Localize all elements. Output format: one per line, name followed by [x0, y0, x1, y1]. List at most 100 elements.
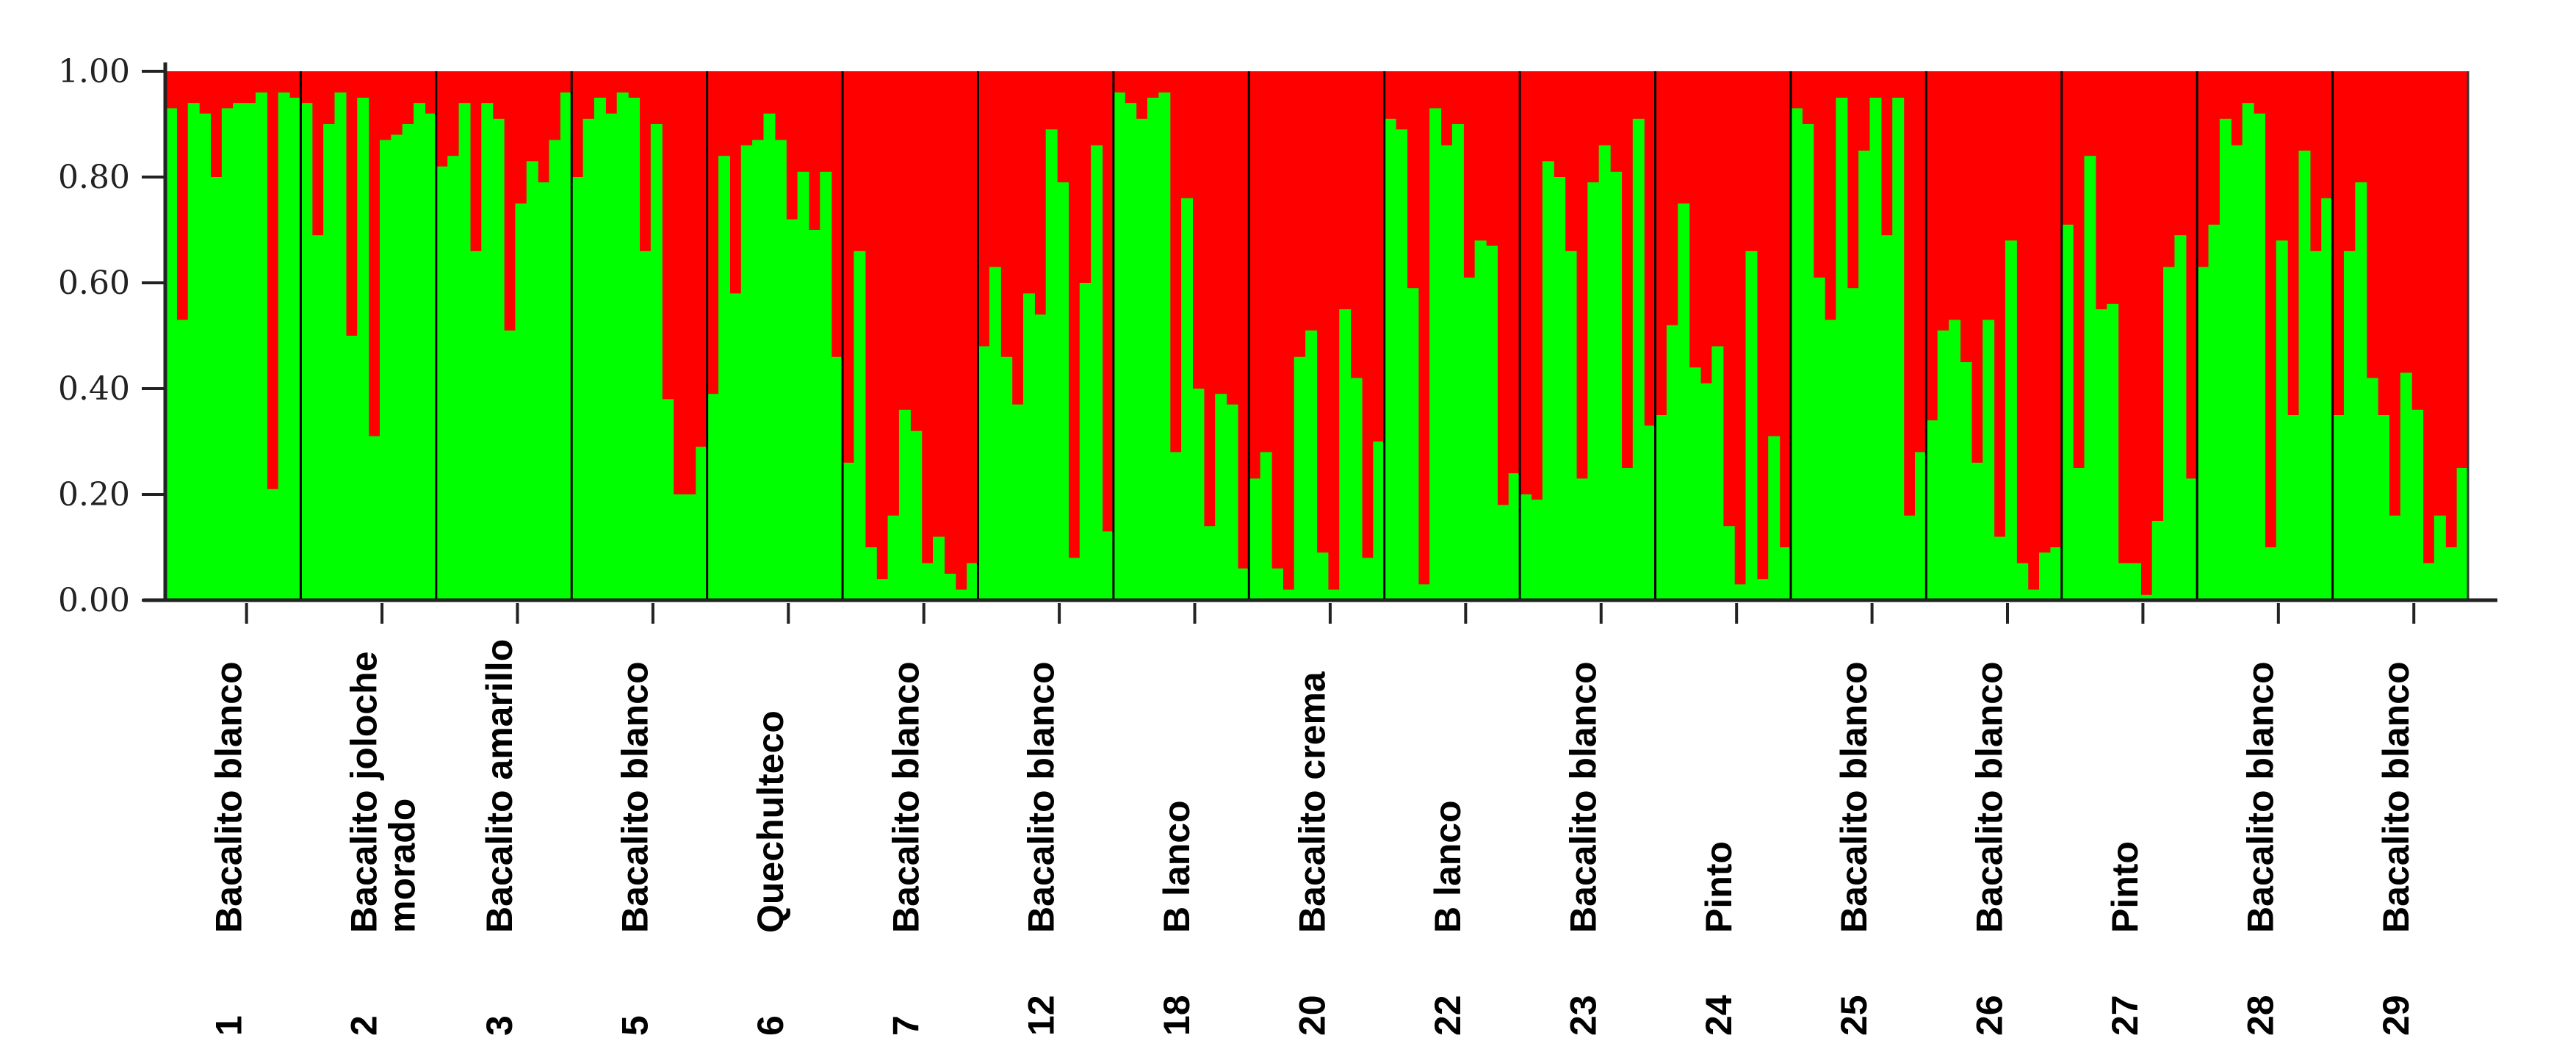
bar-cluster1	[1587, 182, 1600, 600]
bar-cluster1	[1271, 568, 1283, 600]
bar-cluster1	[2061, 224, 2074, 600]
bar-cluster1	[933, 536, 945, 600]
bar-cluster1	[1926, 420, 1938, 600]
bar-cluster1	[244, 103, 256, 600]
bar-cluster1	[2366, 378, 2378, 600]
y-tick-label: 0.00	[58, 582, 130, 619]
bar-cluster1	[515, 203, 527, 600]
bar-cluster1	[989, 267, 1001, 600]
bar-cluster1	[1497, 505, 1509, 600]
y-tick-label: 0.60	[58, 264, 130, 302]
bar-cluster1	[1429, 108, 1442, 600]
bar-cluster1	[2265, 547, 2277, 600]
bar-cluster1	[1384, 118, 1396, 601]
bar-cluster1	[2140, 594, 2153, 600]
group-name: Bacalito blanco	[2240, 661, 2281, 933]
bar-cluster1	[1790, 108, 1803, 600]
bar-cluster1	[1192, 389, 1205, 600]
bar-cluster1	[740, 145, 753, 601]
bar-cluster1	[2456, 468, 2469, 600]
bar-cluster1	[763, 113, 776, 601]
bar-cluster1	[1903, 515, 1916, 600]
bar-cluster1	[1508, 473, 1520, 600]
bar-cluster1	[865, 547, 877, 600]
bar-cluster1	[1136, 118, 1148, 601]
group-name: Bacalito crema	[1292, 671, 1333, 933]
group-name: Bacalito joloche	[344, 652, 385, 933]
bar-cluster1	[210, 177, 223, 600]
bar-cluster1	[1756, 579, 1769, 600]
group-name: B lanco	[1427, 800, 1468, 933]
group-number: 2	[344, 1015, 385, 1036]
bar-cluster1	[1711, 346, 1724, 600]
bar-cluster1	[1520, 494, 1532, 600]
bar-cluster1	[1260, 452, 1272, 600]
y-tick-label: 0.40	[58, 370, 130, 408]
bar-cluster1	[2073, 468, 2085, 600]
bar-cluster1	[1700, 383, 1712, 600]
bar-cluster1	[1113, 92, 1125, 601]
bar-cluster1	[1305, 330, 1318, 600]
x-label-group-2: 2 Bacalito jolochemorado	[344, 652, 423, 1036]
y-tick-label: 0.80	[58, 159, 130, 196]
bar-cluster1	[1407, 288, 1419, 600]
bar-cluster1	[1745, 251, 1758, 600]
bar-cluster1	[1474, 240, 1487, 600]
bar-cluster1	[492, 118, 505, 601]
y-tick-label: 0.20	[58, 476, 130, 514]
bar-cluster1	[1734, 584, 1747, 600]
x-label-group-25: 25 Bacalito blanco	[1833, 661, 1875, 1036]
x-label-group-12: 12 Bacalito blanco	[1021, 661, 1062, 1036]
bar-cluster1	[549, 140, 561, 601]
bar-cluster1	[1531, 500, 1543, 600]
bar-cluster1	[1249, 478, 1261, 600]
bar-cluster1	[278, 92, 290, 601]
bar-cluster1	[2355, 182, 2367, 600]
bar-cluster1	[1102, 531, 1114, 600]
bar-cluster1	[1068, 558, 1080, 600]
bar-cluster1	[1678, 203, 1690, 600]
bar-cluster1	[1542, 161, 1554, 600]
bar-cluster1	[898, 409, 911, 600]
x-label-group-7: 7 Bacalito blanco	[885, 661, 926, 1036]
bar-cluster1	[2298, 151, 2311, 600]
bar-cluster1	[334, 92, 347, 601]
bar-cluster1	[1237, 568, 1249, 600]
bar-cluster1	[1000, 356, 1013, 600]
bar-cluster1	[1316, 552, 1329, 600]
group-number: 29	[2375, 995, 2417, 1036]
bar-cluster1	[1045, 129, 1058, 600]
bar-cluster1	[2118, 563, 2130, 600]
bar-cluster1	[967, 563, 979, 600]
bar-cluster1	[684, 494, 696, 600]
bar-cluster1	[1937, 330, 1949, 600]
bar-cluster1	[921, 563, 934, 600]
bar-cluster1	[2332, 415, 2345, 600]
bar-cluster1	[2276, 240, 2288, 600]
bar-cluster1	[1960, 362, 1972, 600]
bar-cluster1	[571, 177, 584, 600]
bar-cluster1	[2242, 103, 2254, 600]
bar-cluster1	[729, 293, 742, 600]
bar-area	[165, 71, 2469, 601]
bar-cluster1	[187, 103, 200, 600]
bar-cluster1	[447, 156, 460, 600]
bar-cluster1	[1892, 98, 1905, 600]
group-number: 28	[2240, 995, 2281, 1036]
x-label-group-1: 1 Bacalito blanco	[208, 661, 249, 1036]
bar-cluster1	[2151, 521, 2164, 600]
bar-cluster1	[639, 251, 652, 600]
bar-cluster1	[504, 330, 516, 600]
group-separators	[299, 71, 2334, 600]
bar-cluster1	[2027, 589, 2040, 600]
bar-cluster1	[1057, 182, 1069, 600]
bar-cluster1	[368, 436, 380, 600]
bar-cluster1	[854, 251, 866, 600]
bar-cluster1	[1022, 293, 1035, 600]
x-label-group-26: 26 Bacalito blanco	[1969, 661, 2010, 1036]
bar-cluster1	[300, 103, 313, 600]
y-tick-label: 1.00	[58, 53, 130, 90]
bar-cluster1	[1610, 171, 1623, 601]
group-name: Pinto	[2104, 841, 2146, 933]
bar-cluster1	[1034, 314, 1047, 600]
